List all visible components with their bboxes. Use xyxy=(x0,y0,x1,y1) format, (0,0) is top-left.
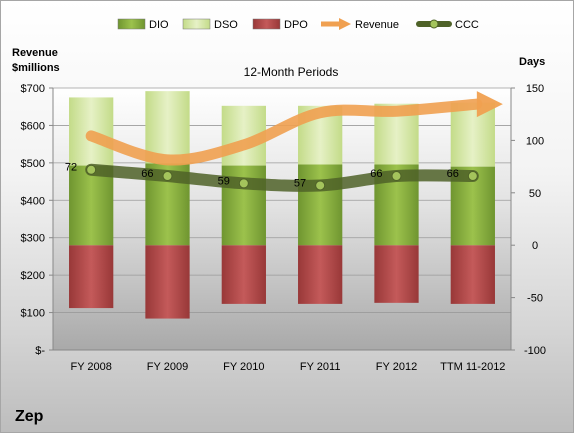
left-tick-label: $400 xyxy=(21,195,45,207)
legend-marker-ccc xyxy=(429,19,439,29)
axes: $- $100 $200 $300 $400 $500 $600 $700 -100 -50 0 50… xyxy=(21,83,547,373)
bar-dpo xyxy=(298,245,343,304)
legend-label-dpo: DPO xyxy=(284,19,308,31)
right-tick-label: 150 xyxy=(526,83,544,95)
ccc-point xyxy=(467,171,478,182)
left-tick-label: $600 xyxy=(21,120,45,132)
legend-label-dso: DSO xyxy=(214,19,238,31)
bar-dpo xyxy=(450,245,495,304)
x-tick-label: FY 2009 xyxy=(147,361,188,373)
ccc-data-label: 57 xyxy=(294,177,306,189)
legend-swatch-dio xyxy=(117,18,146,30)
revenue-line xyxy=(85,98,483,166)
x-tick-label: FY 2010 xyxy=(223,361,264,373)
legend-swatch-dpo xyxy=(252,18,281,30)
bar-dpo xyxy=(374,245,419,303)
right-tick-label: 100 xyxy=(526,135,544,147)
ccc-point xyxy=(162,171,173,182)
legend-arrowhead-revenue xyxy=(339,18,351,30)
x-tick-label: FY 2008 xyxy=(70,361,111,373)
chart-title: 12-Month Periods xyxy=(244,65,339,79)
bar-dio xyxy=(69,165,114,246)
ccc-data-label: 59 xyxy=(218,175,230,187)
ccc-data-label: 66 xyxy=(141,168,153,180)
bar-dpo xyxy=(145,245,190,319)
legend-label-dio: DIO xyxy=(149,19,169,31)
right-tick-label: 50 xyxy=(529,188,541,200)
left-tick-label: $- xyxy=(35,345,45,357)
legend: DIO DSO DPO Revenue CCC xyxy=(117,18,479,31)
ccc-line xyxy=(85,163,479,192)
company-name: Zep xyxy=(15,408,44,425)
bar-dpo xyxy=(221,245,266,304)
x-tick-label: FY 2012 xyxy=(376,361,417,373)
bar-dio xyxy=(298,164,343,246)
bar-dso xyxy=(450,102,495,167)
legend-swatch-dso xyxy=(182,18,211,30)
x-tick-label: FY 2011 xyxy=(300,361,341,373)
left-tick-label: $500 xyxy=(21,158,45,170)
left-tick-label: $200 xyxy=(21,270,45,282)
ccc-data-label: 72 xyxy=(65,162,77,174)
revenue-arrowhead xyxy=(476,91,503,118)
x-tick-label: TTM 11-2012 xyxy=(440,361,505,373)
left-tick-label: $300 xyxy=(21,233,45,245)
series-lines: 72 66 59 57 66 66 xyxy=(65,91,503,192)
ccc-point xyxy=(391,171,402,182)
bar-dpo xyxy=(69,245,114,309)
ccc-point xyxy=(315,180,326,191)
left-tick-label: $100 xyxy=(21,308,45,320)
right-tick-label: -100 xyxy=(524,345,546,357)
bar-dso xyxy=(145,91,190,164)
ccc-point xyxy=(86,164,97,175)
right-tick-label: -50 xyxy=(527,293,543,305)
right-tick-label: 0 xyxy=(532,240,538,252)
left-tick-label: $700 xyxy=(21,83,45,95)
ccc-point xyxy=(238,178,249,189)
ccc-data-label: 66 xyxy=(370,168,382,180)
left-axis-label-line1: Revenue xyxy=(12,47,58,59)
legend-label-revenue: Revenue xyxy=(355,19,399,31)
ccc-data-label: 66 xyxy=(447,168,459,180)
legend-label-ccc: CCC xyxy=(455,19,479,31)
right-axis-label: Days xyxy=(519,56,545,68)
left-axis-label-line2: $millions xyxy=(12,62,60,74)
